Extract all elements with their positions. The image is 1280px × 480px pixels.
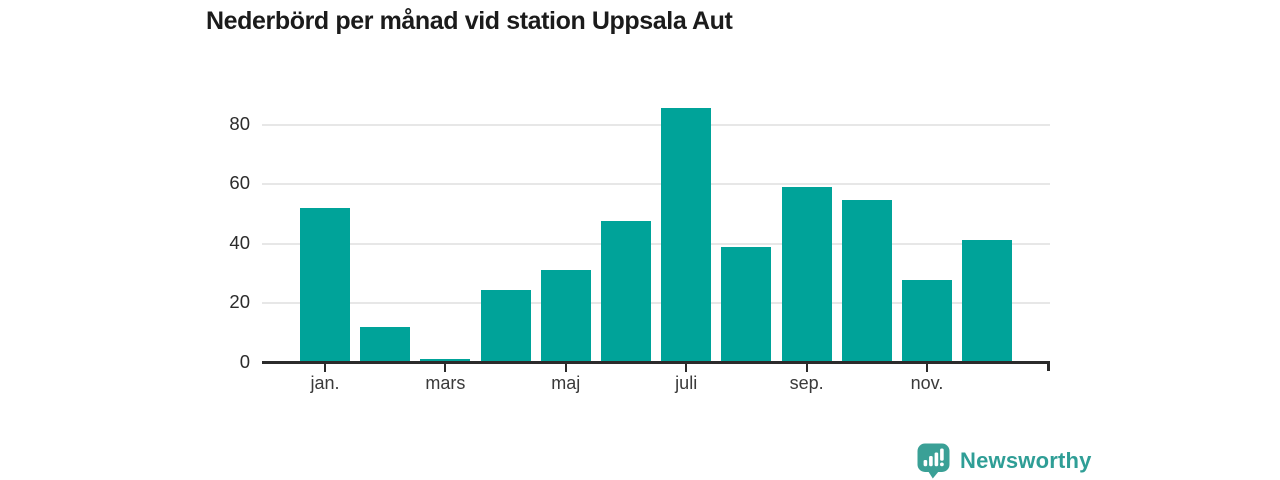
y-axis-tick-label-20: 20: [229, 291, 250, 313]
gridline-60: [262, 183, 1050, 186]
gridline-80: [262, 123, 1050, 126]
gridline-20: [262, 302, 1050, 305]
x-axis-tick-label-nov: nov.: [910, 373, 944, 393]
gridline-40: [262, 242, 1050, 245]
x-axis-tick-maj: [564, 364, 567, 372]
bar-month-7: [661, 107, 712, 363]
bar-month-5: [540, 270, 591, 363]
newsworthy-bubble-chart-icon: [916, 442, 951, 479]
bar-month-9: [781, 187, 832, 363]
x-axis-tick-label-maj: maj: [551, 373, 581, 393]
y-axis-tick-label-80: 80: [229, 112, 250, 134]
x-axis-tick-mars: [444, 364, 447, 372]
bar-month-6: [601, 220, 651, 363]
bar-month-8: [721, 246, 772, 363]
x-axis-tick-label-jan: jan.: [310, 373, 340, 393]
chart-title: Nederbörd per månad vid station Uppsala …: [206, 7, 733, 35]
newsworthy-logo[interactable]: Newsworthy: [916, 442, 1092, 479]
x-axis-tick-juli: [685, 364, 688, 372]
x-axis-end-tick: [1047, 361, 1050, 371]
bar-month-12: [962, 239, 1013, 363]
x-axis-tick-jan: [324, 364, 326, 372]
bar-month-3: [420, 358, 471, 363]
x-axis-tick-label-mars: mars: [425, 373, 466, 393]
bar-month-4: [480, 290, 531, 363]
y-axis-tick-label-0: 0: [239, 351, 250, 372]
bar-month-1: [300, 208, 350, 363]
newsworthy-brand-label: Newsworthy: [960, 447, 1092, 473]
x-axis-line: [262, 361, 1050, 364]
bar-month-2: [360, 326, 411, 363]
x-axis-tick-nov: [926, 364, 928, 372]
x-axis-tick-label-sep: sep.: [789, 373, 824, 393]
bar-month-11: [902, 280, 952, 363]
x-axis-tick-sep: [805, 364, 808, 372]
bar-month-10: [841, 200, 892, 363]
y-axis-tick-label-40: 40: [229, 231, 250, 253]
y-axis-tick-label-60: 60: [229, 172, 250, 194]
plot-area: 0 20 40 60 80 jan. mars maj juli sep. nov.: [229, 95, 1050, 393]
x-axis-tick-label-juli: juli: [675, 373, 698, 393]
